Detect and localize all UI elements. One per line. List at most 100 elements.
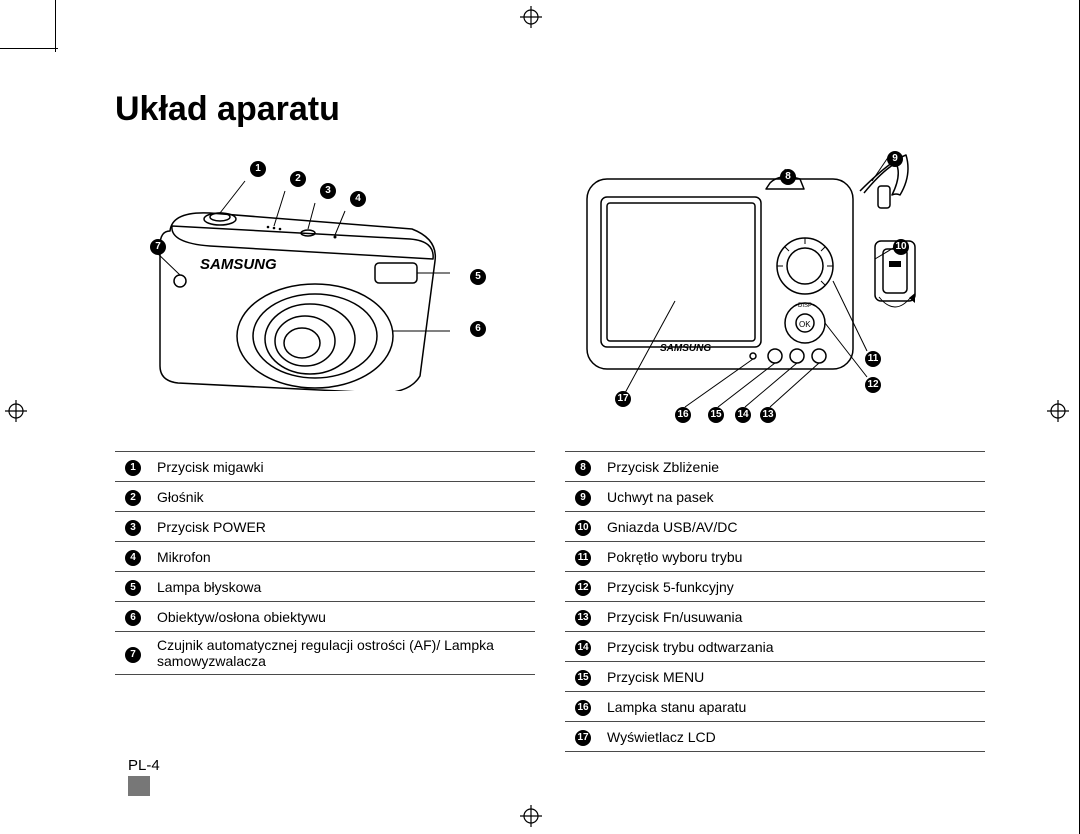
table-row: 2 Głośnik — [115, 482, 535, 512]
registration-mark — [520, 6, 542, 33]
footer-bar — [128, 776, 150, 796]
callout-number: 10 — [893, 239, 909, 255]
table-row: 7 Czujnik automatycznej regulacji ostrośc… — [115, 632, 535, 675]
number-badge: 11 — [575, 550, 591, 566]
part-number-cell: 9 — [565, 482, 601, 512]
part-number-cell: 3 — [115, 512, 151, 542]
svg-text:SAMSUNG: SAMSUNG — [200, 256, 277, 273]
camera-back-illustration: SAMSUNG OK DISP — [575, 151, 925, 411]
callout-number: 2 — [290, 171, 306, 187]
callout-number: 12 — [865, 377, 881, 393]
part-label-cell: Wyświetlacz LCD — [601, 722, 985, 752]
part-label-cell: Przycisk MENU — [601, 662, 985, 692]
table-row: 17 Wyświetlacz LCD — [565, 722, 985, 752]
number-badge: 7 — [125, 647, 141, 663]
part-label-cell: Przycisk Fn/usuwania — [601, 602, 985, 632]
callout-number: 9 — [887, 151, 903, 167]
part-label-cell: Uchwyt na pasek — [601, 482, 985, 512]
number-badge: 6 — [125, 610, 141, 626]
part-label-cell: Lampka stanu aparatu — [601, 692, 985, 722]
svg-text:DISP: DISP — [798, 303, 812, 309]
part-number-cell: 10 — [565, 512, 601, 542]
registration-mark — [5, 400, 27, 427]
number-badge: 3 — [125, 520, 141, 536]
callout-number: 15 — [708, 407, 724, 423]
manual-page: Układ aparatu — [0, 0, 1080, 834]
content-area: Układ aparatu — [115, 90, 985, 752]
camera-back-figure: SAMSUNG OK DISP — [565, 151, 985, 431]
part-label-cell: Głośnik — [151, 482, 535, 512]
part-number-cell: 12 — [565, 572, 601, 602]
part-label-cell: Przycisk POWER — [151, 512, 535, 542]
page-number: PL-4 — [128, 757, 160, 774]
part-number-cell: 6 — [115, 602, 151, 632]
callout-number: 3 — [320, 183, 336, 199]
number-badge: 5 — [125, 580, 141, 596]
table-row: 16 Lampka stanu aparatu — [565, 692, 985, 722]
callout-number: 14 — [735, 407, 751, 423]
table-row: 10 Gniazda USB/AV/DC — [565, 512, 985, 542]
number-badge: 4 — [125, 550, 141, 566]
page-title: Układ aparatu — [115, 90, 985, 129]
table-row: 12 Przycisk 5-funkcyjny — [565, 572, 985, 602]
callout-number: 8 — [780, 169, 796, 185]
callout-number: 4 — [350, 191, 366, 207]
part-number-cell: 7 — [115, 632, 151, 675]
part-number-cell: 2 — [115, 482, 151, 512]
callout-number: 1 — [250, 161, 266, 177]
part-number-cell: 11 — [565, 542, 601, 572]
crop-mark — [0, 48, 58, 49]
part-label-cell: Czujnik automatycznej regulacji ostrości… — [151, 632, 535, 675]
part-label-cell: Przycisk trybu odtwarzania — [601, 632, 985, 662]
number-badge: 16 — [575, 700, 591, 716]
table-row: 6 Obiektyw/osłona obiektywu — [115, 602, 535, 632]
callout-number: 6 — [470, 321, 486, 337]
number-badge: 1 — [125, 460, 141, 476]
registration-mark — [520, 805, 542, 832]
part-number-cell: 5 — [115, 572, 151, 602]
callout-number: 13 — [760, 407, 776, 423]
number-badge: 13 — [575, 610, 591, 626]
table-row: 8Przycisk Zbliżenie — [565, 452, 985, 482]
number-badge: 10 — [575, 520, 591, 536]
table-row: 14 Przycisk trybu odtwarzania — [565, 632, 985, 662]
part-label-cell: Przycisk migawki — [151, 452, 535, 482]
callout-number: 11 — [865, 351, 881, 367]
number-badge: 2 — [125, 490, 141, 506]
front-column: SAMSUNG — [115, 151, 535, 752]
number-badge: 12 — [575, 580, 591, 596]
back-column: SAMSUNG OK DISP — [565, 151, 985, 752]
part-number-cell: 4 — [115, 542, 151, 572]
callout-number: 17 — [615, 391, 631, 407]
table-row: 1 Przycisk migawki — [115, 452, 535, 482]
part-number-cell: 15 — [565, 662, 601, 692]
table-row: 11Pokrętło wyboru trybu — [565, 542, 985, 572]
part-number-cell: 17 — [565, 722, 601, 752]
part-number-cell: 14 — [565, 632, 601, 662]
table-row: 4 Mikrofon — [115, 542, 535, 572]
crop-mark — [55, 0, 56, 52]
back-parts-table: 8Przycisk Zbliżenie 9 Uchwyt na pasek 10 Gni… — [565, 451, 985, 752]
number-badge: 14 — [575, 640, 591, 656]
part-number-cell: 16 — [565, 692, 601, 722]
number-badge: 17 — [575, 730, 591, 746]
part-label-cell: Mikrofon — [151, 542, 535, 572]
part-number-cell: 8 — [565, 452, 601, 482]
table-row: 5Lampa błyskowa — [115, 572, 535, 602]
camera-front-illustration: SAMSUNG — [150, 171, 450, 391]
callout-number: 7 — [150, 239, 166, 255]
svg-text:OK: OK — [799, 320, 811, 329]
number-badge: 15 — [575, 670, 591, 686]
table-row: 9 Uchwyt na pasek — [565, 482, 985, 512]
part-label-cell: Gniazda USB/AV/DC — [601, 512, 985, 542]
table-row: 13 Przycisk Fn/usuwania — [565, 602, 985, 632]
camera-front-figure: SAMSUNG — [115, 151, 535, 431]
registration-mark — [1047, 400, 1069, 427]
part-number-cell: 1 — [115, 452, 151, 482]
number-badge: 9 — [575, 490, 591, 506]
front-parts-table: 1 Przycisk migawki 2 Głośnik 3 Przycisk POWER… — [115, 451, 535, 675]
part-label-cell: Przycisk 5-funkcyjny — [601, 572, 985, 602]
part-label-cell: Obiektyw/osłona obiektywu — [151, 602, 535, 632]
table-row: 3 Przycisk POWER — [115, 512, 535, 542]
number-badge: 8 — [575, 460, 591, 476]
